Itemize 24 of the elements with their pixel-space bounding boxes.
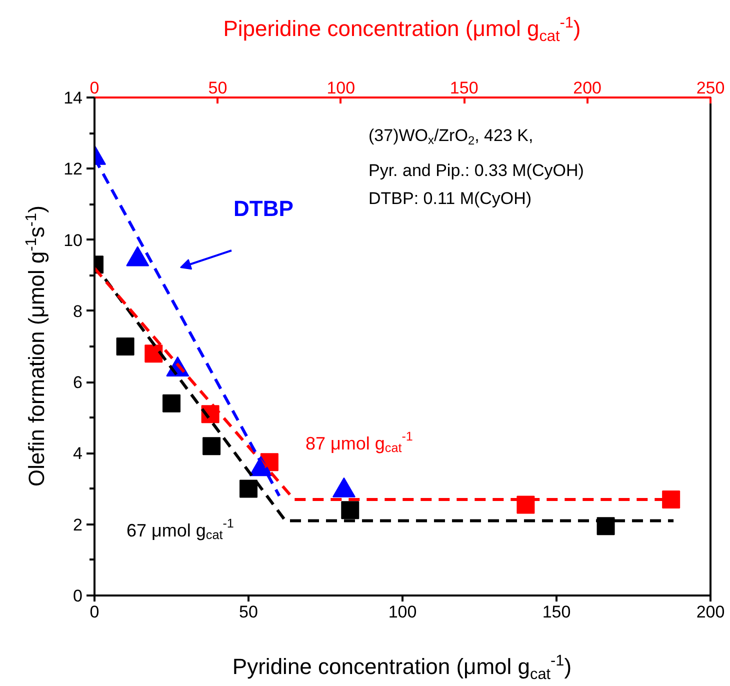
y-tick-label: 2 — [73, 515, 83, 534]
annotation: DTBP — [234, 196, 294, 221]
x2-tick-label: 200 — [573, 78, 602, 98]
x2-axis-title: Piperidine concentration (μmol g$_{cat}$$^{-1}$) — [223, 14, 581, 46]
y-tick-label: 14 — [64, 88, 83, 108]
y-tick-label: 12 — [64, 160, 83, 179]
y-tick-label: 10 — [64, 230, 83, 250]
x-tick-label: 200 — [696, 602, 725, 622]
x2-tick-label: 0 — [90, 78, 100, 98]
x2-tick-label: 100 — [326, 78, 356, 98]
y-tick-label: 0 — [73, 586, 83, 606]
x2-tick-label: 250 — [696, 78, 725, 98]
annotation: DTBP: 0.11 M(CyOH) — [368, 189, 532, 208]
y-tick-label: 8 — [73, 302, 83, 321]
x-axis-title: Pyridine concentration (μmol g$_{cat}$$^{-1}$) — [232, 652, 572, 684]
y-tick-label: 6 — [73, 373, 83, 392]
x2-tick-label: 50 — [208, 78, 228, 98]
x-tick-label: 150 — [542, 602, 571, 622]
annotation: Pyr. and Pip.: 0.33 M(CyOH) — [368, 161, 584, 180]
x-tick-label: 100 — [388, 602, 417, 622]
y-tick-label: 4 — [73, 444, 83, 464]
x-tick-label: 50 — [239, 602, 258, 622]
x-tick-label: 0 — [90, 602, 100, 622]
x2-tick-label: 150 — [450, 78, 478, 98]
